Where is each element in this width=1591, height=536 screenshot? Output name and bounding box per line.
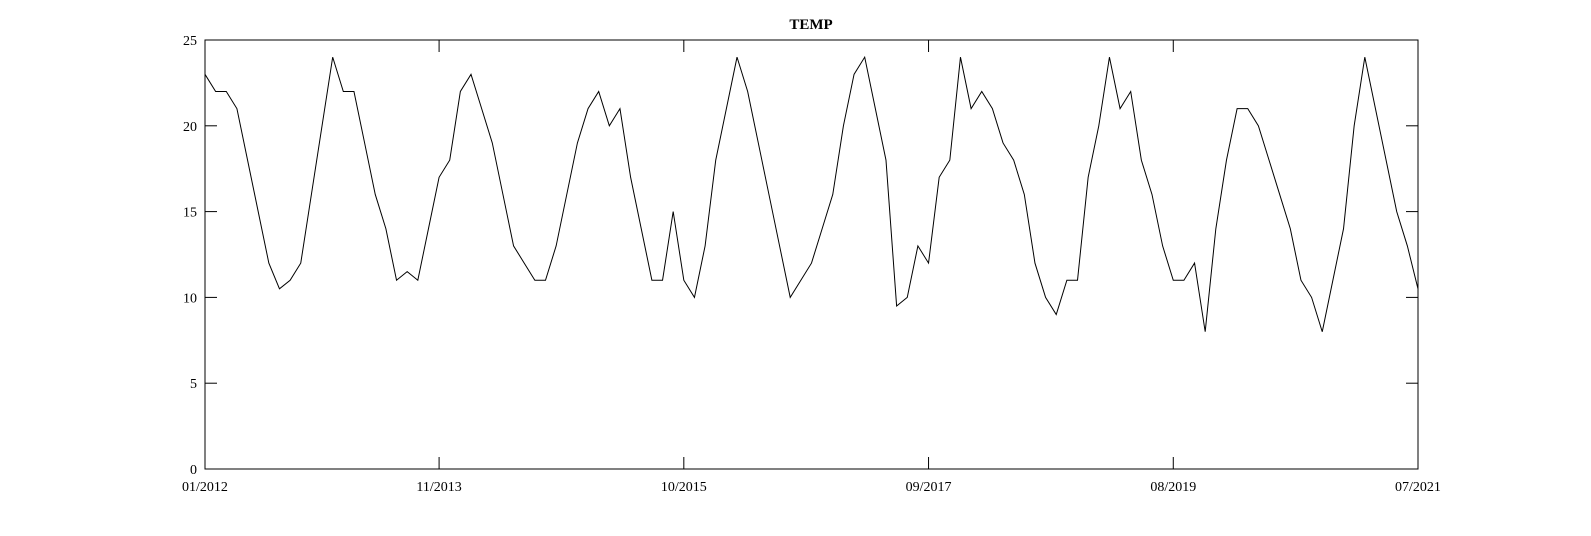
x-tick-label: 10/2015 xyxy=(661,480,707,495)
x-tick-label: 07/2021 xyxy=(1395,480,1441,495)
y-tick-label: 10 xyxy=(183,291,197,306)
x-tick-label: 11/2013 xyxy=(416,480,461,495)
y-tick-label: 0 xyxy=(190,463,197,478)
x-tick-label: 01/2012 xyxy=(182,480,228,495)
y-tick-label: 5 xyxy=(190,377,197,392)
x-tick-label: 09/2017 xyxy=(906,480,952,495)
y-tick-label: 25 xyxy=(183,34,197,49)
y-tick-label: 15 xyxy=(183,206,197,221)
chart-title: TEMP xyxy=(789,17,832,33)
y-tick-label: 20 xyxy=(183,120,197,135)
x-tick-label: 08/2019 xyxy=(1150,480,1196,495)
plot-box xyxy=(204,39,1419,470)
data-line xyxy=(204,55,1419,332)
